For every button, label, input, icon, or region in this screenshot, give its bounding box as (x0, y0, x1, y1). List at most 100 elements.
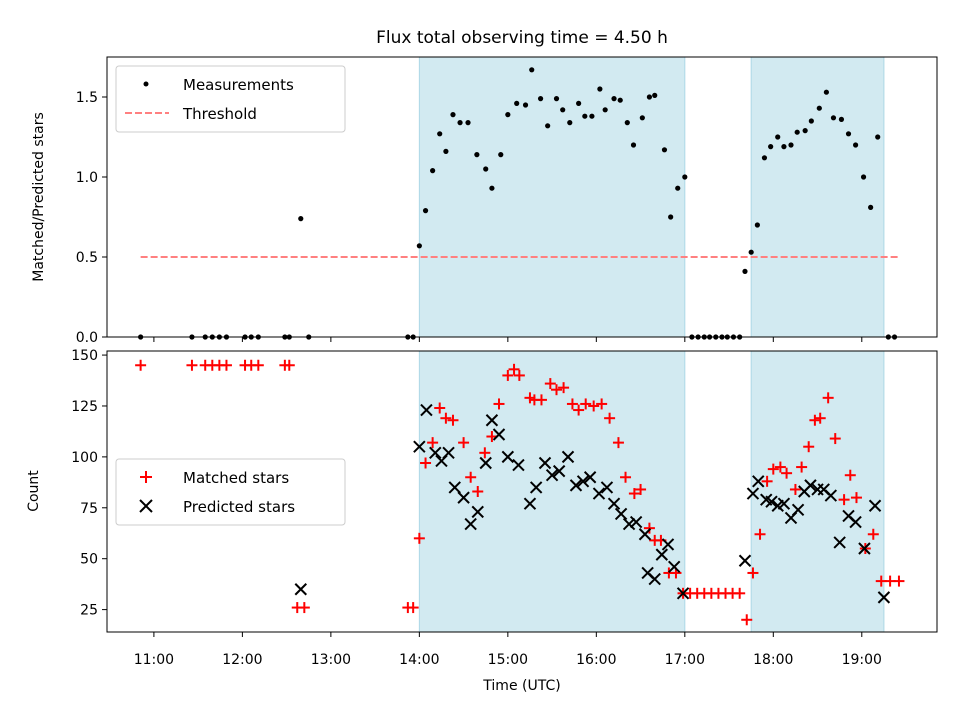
matched-star-point (789, 483, 801, 495)
matched-star-point (604, 412, 616, 424)
predicted-star-point (479, 456, 492, 470)
matched-star-point (588, 400, 600, 412)
bottom-y-tick-label: 25 (80, 603, 98, 619)
matched-star-point (596, 398, 608, 410)
measurement-point (682, 174, 688, 180)
matched-star-point (479, 447, 491, 459)
chart-title: Flux total observing time = 4.50 h (376, 28, 668, 48)
predicted-star-point (676, 587, 690, 600)
matched-star-point (747, 567, 759, 579)
measurement-point (422, 208, 429, 214)
matched-star-point (867, 528, 879, 540)
matched-star-point (803, 441, 815, 453)
measurement-point (808, 118, 814, 124)
measurement-point (567, 120, 573, 126)
top-panel: 0.0 0.5 1.0 1.5 Matched/Predicted stars Mea… (31, 56, 938, 346)
measurement-point (545, 123, 551, 129)
legend-measurements-marker (143, 81, 149, 87)
measurement-point (630, 142, 637, 148)
top-y-tick-label: 1.0 (76, 170, 98, 186)
predicted-star-point (576, 475, 590, 488)
matched-star-point (774, 461, 786, 473)
matched-star-point (829, 433, 841, 445)
measurement-point (443, 148, 449, 154)
matched-star-point (220, 359, 232, 371)
matched-star-point (822, 392, 834, 404)
top-shaded-interval-2 (750, 56, 885, 338)
predicted-star-point (600, 481, 614, 494)
bottom-y-tick-label: 125 (71, 399, 98, 415)
predicted-star-point (655, 548, 669, 561)
predicted-star-point (552, 464, 566, 478)
matched-star-point (535, 394, 547, 406)
x-tick-label: 11:00 (134, 652, 174, 668)
measurement-point (465, 120, 471, 126)
matched-star-point (643, 522, 655, 534)
predicted-star-point (648, 572, 661, 586)
matched-star-point (502, 369, 514, 381)
measurement-point (661, 147, 668, 153)
measurement-point (498, 152, 504, 158)
matched-star-point (573, 404, 585, 416)
matched-star-point (635, 483, 647, 495)
measurement-point (775, 134, 781, 140)
top-axes-frame (106, 56, 938, 338)
measurement-point (823, 89, 829, 95)
matched-star-point (893, 575, 905, 587)
x-tick-label: 16:00 (576, 652, 616, 668)
predicted-star-point (501, 450, 515, 464)
bottom-y-ticks: 25 50 75 100 125 150 (71, 348, 107, 619)
top-shaded-interval-1 (418, 56, 686, 338)
predicted-star-point (738, 554, 752, 567)
predicted-star-point (614, 507, 628, 521)
matched-star-point (434, 402, 446, 414)
predicted-star-point (442, 446, 455, 460)
matched-star-point (551, 384, 563, 396)
predicted-star-point (824, 489, 838, 502)
predicted-star-point (877, 591, 891, 604)
measurement-point (611, 96, 617, 102)
bottom-shaded-interval-2 (750, 350, 885, 633)
matched-star-point (283, 359, 295, 371)
top-legend-box (115, 65, 346, 133)
bottom-panel: 25 50 75 100 125 150 11:00 12:00 13:00 14:00 15:0… (26, 348, 938, 694)
legend-predicted-label: Predicted stars (183, 498, 295, 516)
predicted-star-point (622, 517, 636, 531)
matched-star-point (558, 382, 570, 394)
predicted-star-point (583, 471, 597, 484)
measurement-point (830, 115, 837, 121)
measurement-point (816, 105, 822, 111)
matched-star-point (850, 492, 862, 504)
predicted-star-point (791, 503, 805, 517)
measurement-point (597, 86, 603, 92)
matched-star-point (135, 359, 147, 371)
predicted-star-point (849, 515, 862, 529)
predicted-star-point (661, 538, 675, 551)
measurement-point (553, 96, 560, 102)
measurement-point (838, 116, 845, 122)
measurement-point (781, 144, 787, 150)
measurement-point (617, 97, 623, 103)
legend-threshold-label: Threshold (182, 105, 257, 123)
predicted-star-point (529, 481, 543, 494)
legend-matched-marker (140, 471, 152, 483)
bottom-axes-frame (106, 350, 938, 633)
matched-star-point (734, 587, 746, 599)
top-y-tick-label: 0.0 (76, 330, 98, 346)
matched-star-point (186, 359, 198, 371)
legend-predicted-marker (139, 499, 153, 513)
x-axis-label: Time (UTC) (482, 678, 560, 694)
measurement-point (624, 120, 630, 126)
matched-star-point (440, 412, 452, 424)
x-tick-label: 13:00 (311, 652, 351, 668)
matched-star-point (493, 398, 505, 410)
measurement-point (514, 100, 520, 106)
top-legend: Measurements Threshold (115, 65, 346, 133)
measurement-point (474, 152, 480, 158)
matched-star-point (566, 398, 578, 410)
measurement-point (505, 112, 511, 118)
predicted-star-point (569, 479, 583, 492)
matched-star-point (447, 414, 459, 426)
top-y-tick-label: 0.5 (76, 250, 98, 266)
